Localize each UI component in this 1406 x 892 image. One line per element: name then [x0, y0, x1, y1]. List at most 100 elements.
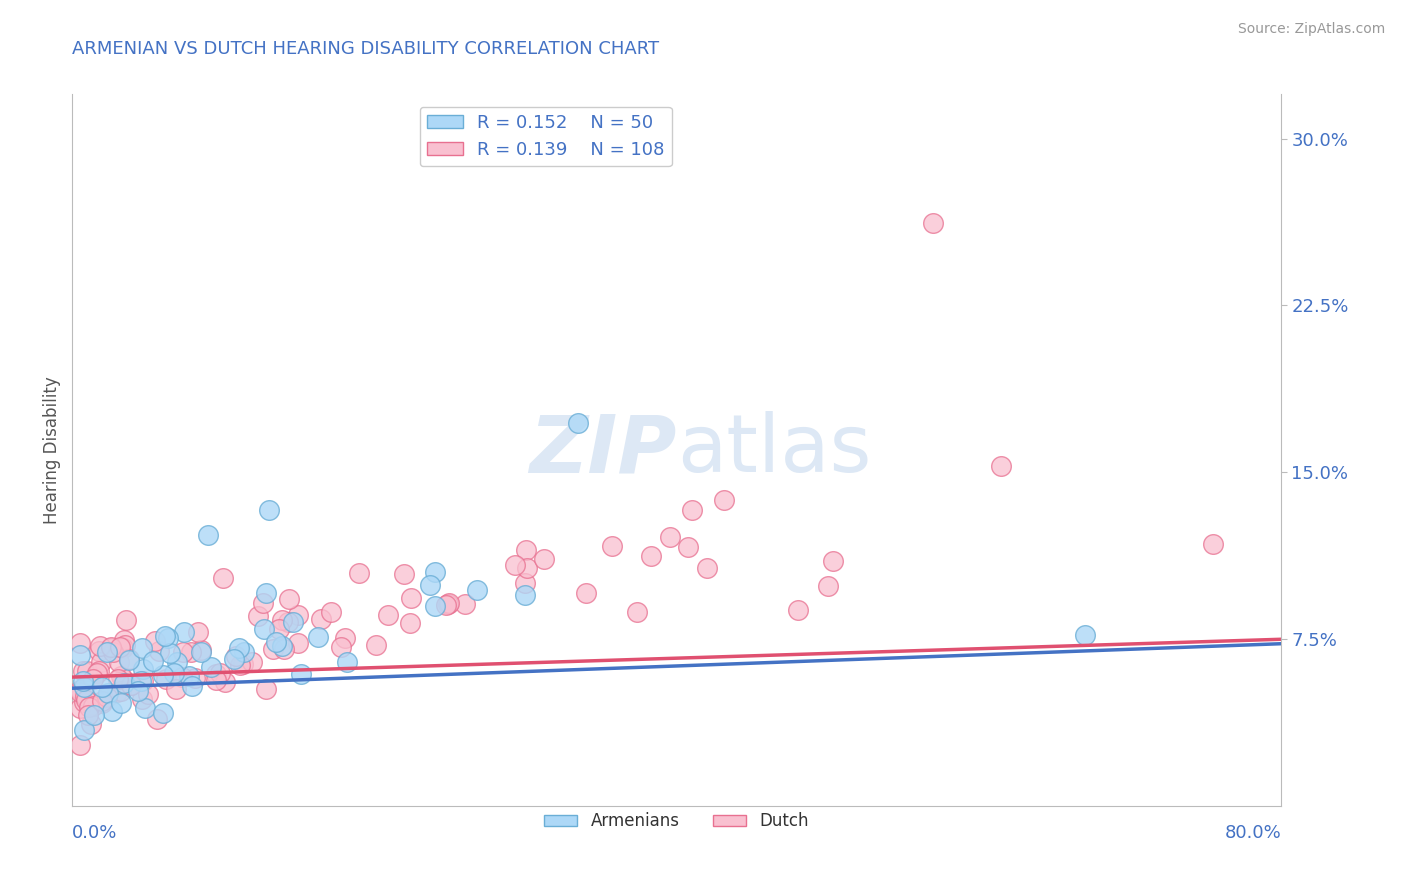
Point	[205, 666, 228, 681]
Point	[515, 575, 537, 590]
Point	[108, 655, 131, 669]
Point	[91, 694, 114, 708]
Text: 0.0%: 0.0%	[72, 824, 118, 842]
Point	[69, 683, 91, 698]
Point	[786, 603, 808, 617]
Point	[86, 666, 108, 681]
Point	[399, 591, 422, 606]
Point	[120, 678, 142, 692]
Point	[180, 645, 202, 659]
Point	[990, 458, 1012, 473]
Point	[166, 655, 188, 669]
Point	[75, 692, 97, 706]
Point	[377, 608, 399, 623]
Point	[437, 596, 460, 610]
Point	[329, 640, 352, 655]
Point	[817, 579, 839, 593]
Point	[69, 648, 91, 662]
Point	[262, 642, 284, 657]
Point	[231, 657, 253, 672]
Point	[271, 639, 294, 653]
Point	[423, 599, 446, 613]
Point	[152, 668, 174, 682]
Text: ARMENIAN VS DUTCH HEARING DISABILITY CORRELATION CHART: ARMENIAN VS DUTCH HEARING DISABILITY COR…	[72, 40, 659, 59]
Point	[271, 613, 294, 627]
Point	[110, 669, 132, 683]
Point	[101, 704, 124, 718]
Point	[266, 635, 288, 649]
Point	[200, 659, 222, 673]
Point	[97, 686, 120, 700]
Point	[197, 527, 219, 541]
Point	[72, 680, 94, 694]
Point	[91, 697, 114, 711]
Point	[336, 655, 359, 669]
Point	[256, 586, 278, 600]
Point	[131, 640, 153, 655]
Point	[173, 624, 195, 639]
Point	[114, 638, 136, 652]
Point	[515, 588, 537, 602]
Point	[247, 609, 270, 624]
Point	[143, 633, 166, 648]
Point	[575, 585, 598, 599]
Point	[436, 597, 458, 611]
Point	[204, 673, 226, 687]
Point	[72, 664, 94, 678]
Point	[136, 687, 159, 701]
Point	[110, 696, 132, 710]
Point	[96, 690, 118, 705]
Point	[152, 706, 174, 721]
Point	[115, 613, 138, 627]
Point	[177, 668, 200, 682]
Point	[277, 615, 299, 630]
Point	[105, 684, 128, 698]
Point	[82, 673, 104, 687]
Point	[100, 640, 122, 654]
Point	[307, 630, 329, 644]
Point	[454, 597, 477, 611]
Point	[72, 673, 94, 688]
Point	[146, 712, 169, 726]
Point	[131, 692, 153, 706]
Y-axis label: Hearing Disability: Hearing Disability	[44, 376, 60, 524]
Point	[392, 566, 415, 581]
Point	[134, 700, 156, 714]
Point	[214, 675, 236, 690]
Point	[76, 664, 98, 678]
Point	[600, 539, 623, 553]
Point	[419, 578, 441, 592]
Point	[112, 672, 135, 686]
Point	[107, 673, 129, 687]
Point	[127, 683, 149, 698]
Point	[229, 657, 252, 672]
Point	[112, 632, 135, 647]
Point	[287, 608, 309, 623]
Point	[349, 566, 371, 580]
Point	[211, 571, 233, 585]
Point	[155, 673, 177, 687]
Point	[228, 641, 250, 656]
Point	[159, 646, 181, 660]
Point	[253, 622, 276, 636]
Point	[77, 700, 100, 714]
Point	[277, 592, 299, 607]
Text: 80.0%: 80.0%	[1225, 824, 1281, 842]
Point	[222, 651, 245, 665]
Point	[183, 671, 205, 685]
Point	[69, 701, 91, 715]
Point	[170, 670, 193, 684]
Point	[516, 560, 538, 574]
Point	[118, 652, 141, 666]
Point	[112, 676, 135, 690]
Point	[118, 653, 141, 667]
Text: atlas: atlas	[676, 411, 870, 489]
Point	[465, 582, 488, 597]
Point	[120, 678, 142, 692]
Point	[110, 684, 132, 698]
Point	[73, 723, 96, 737]
Point	[681, 503, 703, 517]
Point	[181, 680, 204, 694]
Point	[626, 605, 648, 619]
Point	[190, 644, 212, 658]
